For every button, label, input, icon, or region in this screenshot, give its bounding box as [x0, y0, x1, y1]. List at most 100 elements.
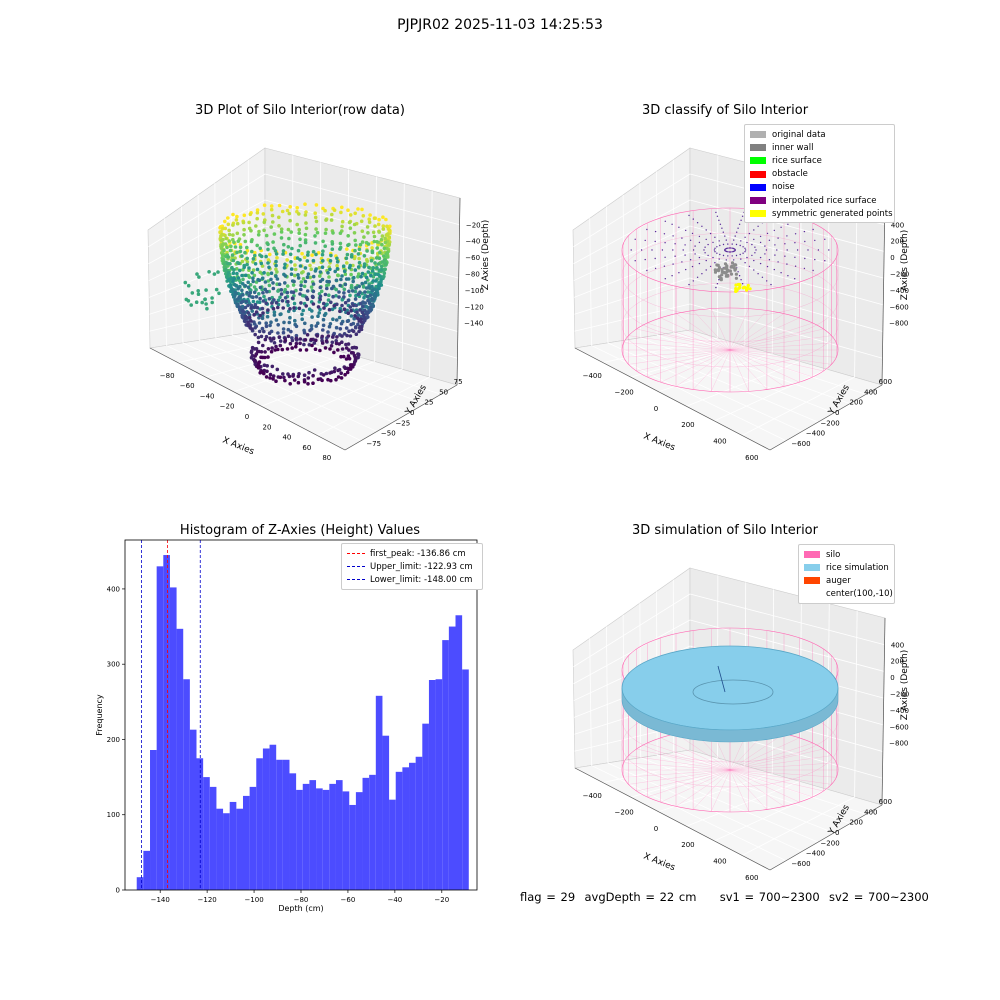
raw-point [279, 227, 284, 231]
raw-point [260, 306, 265, 311]
raw-point [311, 289, 316, 294]
raw-point [235, 214, 239, 219]
histogram-bar [302, 783, 310, 890]
inner-wall-point [729, 272, 734, 276]
raw-point [313, 241, 318, 245]
raw-point [359, 320, 364, 324]
interpolated-point [689, 259, 692, 261]
raw-point [328, 347, 332, 351]
raw-point [303, 266, 308, 270]
x-tick-label: 60 [302, 444, 311, 452]
raw-point [243, 250, 247, 255]
grid-line [591, 345, 787, 442]
interpolated-point [719, 244, 721, 247]
silo-floor-spoke [660, 349, 731, 383]
raw-point [222, 248, 226, 253]
raw-point [294, 341, 299, 346]
interpolated-point [664, 242, 666, 244]
interpolated-point [712, 241, 714, 244]
raw-point [316, 305, 321, 309]
legend-item: rice surface [750, 154, 889, 167]
raw-point [244, 273, 248, 278]
raw-point [309, 324, 314, 328]
legend-label: silo [826, 549, 841, 560]
raw-point [342, 332, 347, 336]
raw-point [246, 322, 251, 327]
simulation-tick-labels: −400−20002004006006004002000−200−400−600… [583, 641, 910, 880]
interpolated-point [692, 280, 694, 282]
raw-point [298, 237, 302, 242]
raw-point [296, 380, 301, 385]
grid-line [148, 199, 266, 265]
raw-point [228, 248, 233, 253]
symmetric-point [738, 286, 742, 290]
histogram-title: Histogram of Z-Axies (Height) Values [179, 523, 421, 538]
symmetric-point [748, 287, 752, 291]
raw-point [254, 310, 259, 314]
interpolated-point [678, 272, 680, 274]
raw-point [348, 226, 353, 230]
interpolated-point [634, 260, 636, 262]
silo-floor-spoke [729, 748, 824, 771]
raw-point [232, 268, 236, 272]
raw-point [278, 375, 283, 380]
raw-point [347, 348, 351, 352]
silo-floor-spoke [623, 769, 731, 778]
raw-point [249, 306, 253, 310]
interpolated-point [733, 239, 735, 241]
interpolated-point [777, 237, 779, 239]
raw-point [382, 271, 387, 276]
interpolated-point [688, 283, 690, 286]
raw-point [255, 305, 260, 310]
interpolated-point [654, 230, 657, 233]
raw-point [254, 295, 259, 299]
raw-point [287, 374, 292, 379]
silo-floor-spoke [636, 748, 731, 771]
raw-point [271, 374, 276, 378]
grid-line [640, 757, 835, 834]
silo-floor-spoke [675, 349, 731, 387]
histogram-bar [216, 808, 224, 890]
raw-point [298, 292, 302, 296]
raw-point [247, 266, 251, 270]
raw-point [359, 327, 364, 332]
interpolated-point [674, 243, 676, 245]
raw-point [262, 203, 267, 207]
raw-point [365, 225, 370, 229]
raw-point [306, 382, 310, 386]
grid-line [624, 339, 819, 423]
raw-point [292, 308, 296, 313]
raw-point [246, 303, 250, 308]
raw-point [363, 301, 367, 305]
legend-item: interpolated rice surface [750, 194, 889, 207]
interpolated-point [742, 252, 744, 254]
z-tick-label: −600 [889, 303, 908, 311]
interpolated-point [824, 260, 826, 262]
interpolated-point [663, 233, 666, 235]
raw-point [233, 245, 238, 249]
interpolated-point [698, 235, 701, 238]
raw-point [245, 260, 250, 264]
grid-line [602, 757, 718, 783]
raw-point [316, 251, 321, 255]
raw-point [298, 348, 303, 352]
silo-floor-spoke [729, 769, 824, 792]
interpolated-point [640, 249, 643, 251]
raw-point [294, 336, 299, 341]
raw-point [276, 289, 280, 293]
raw-point [370, 250, 375, 255]
interpolated-point [741, 215, 744, 217]
interpolated-point [672, 235, 674, 237]
raw-point [303, 232, 308, 237]
interpolated-point [725, 259, 727, 261]
raw-point [293, 263, 297, 267]
raw-point [345, 252, 350, 257]
legend-label: first_peak: -136.86 cm [370, 548, 466, 559]
raw-point [387, 235, 392, 239]
raw-point [297, 212, 301, 216]
interpolated-point [698, 256, 701, 259]
raw-point [328, 322, 333, 326]
raw-point [286, 327, 291, 332]
x-axis-line [574, 767, 771, 871]
silo-floor-spoke [692, 310, 731, 351]
